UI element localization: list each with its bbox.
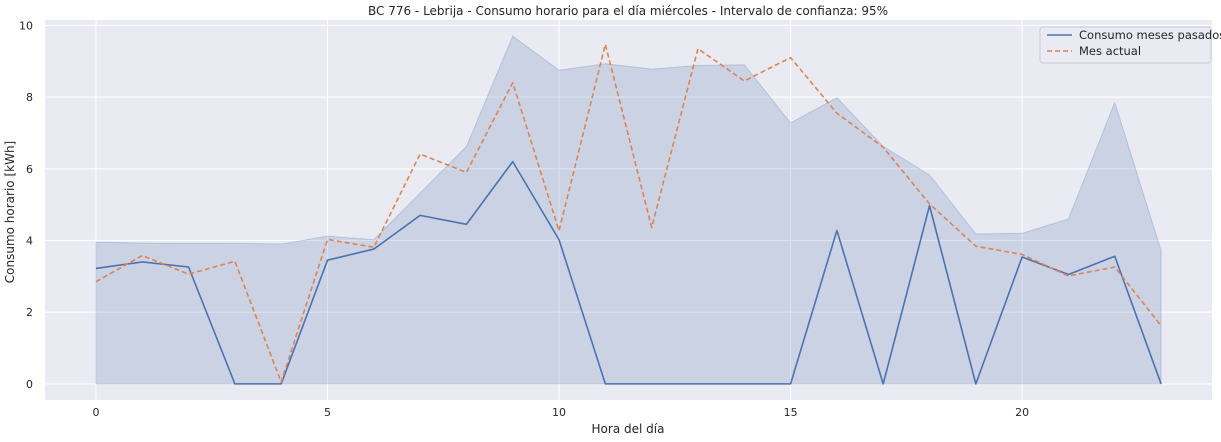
legend: Consumo meses pasados Mes actual (1039, 26, 1221, 64)
x-tick-labels: 0 5 10 15 20 (92, 406, 1029, 419)
y-tick-label: 4 (26, 234, 33, 247)
grid (45, 20, 1212, 400)
legend-label-consumo-meses-pasados: Consumo meses pasados (1079, 28, 1221, 42)
series-line-consumo-meses-pasados (95, 160, 1162, 385)
legend-box (1039, 26, 1212, 64)
x-tick-label: 5 (324, 406, 331, 419)
x-tick-label: 0 (92, 406, 99, 419)
x-tick-label: 15 (784, 406, 798, 419)
series-line-mes-actual (95, 43, 1162, 383)
legend-label-mes-actual: Mes actual (1079, 44, 1141, 58)
y-tick-label: 10 (19, 19, 33, 32)
chart-title: BC 776 - Lebrija - Consumo horario para … (368, 4, 888, 18)
y-axis-label: Consumo horario [kWh] (3, 141, 17, 283)
x-tick-label: 20 (1015, 406, 1029, 419)
y-tick-label: 2 (26, 306, 33, 319)
x-tick-label: 10 (552, 406, 566, 419)
y-tick-label: 6 (26, 163, 33, 176)
y-tick-label: 0 (26, 378, 33, 391)
y-tick-label: 8 (26, 91, 33, 104)
plot-area (45, 20, 1212, 400)
series-lines (95, 43, 1162, 385)
y-tick-labels: 0 2 4 6 8 10 (19, 19, 33, 390)
x-axis-label: Hora del día (592, 422, 665, 436)
